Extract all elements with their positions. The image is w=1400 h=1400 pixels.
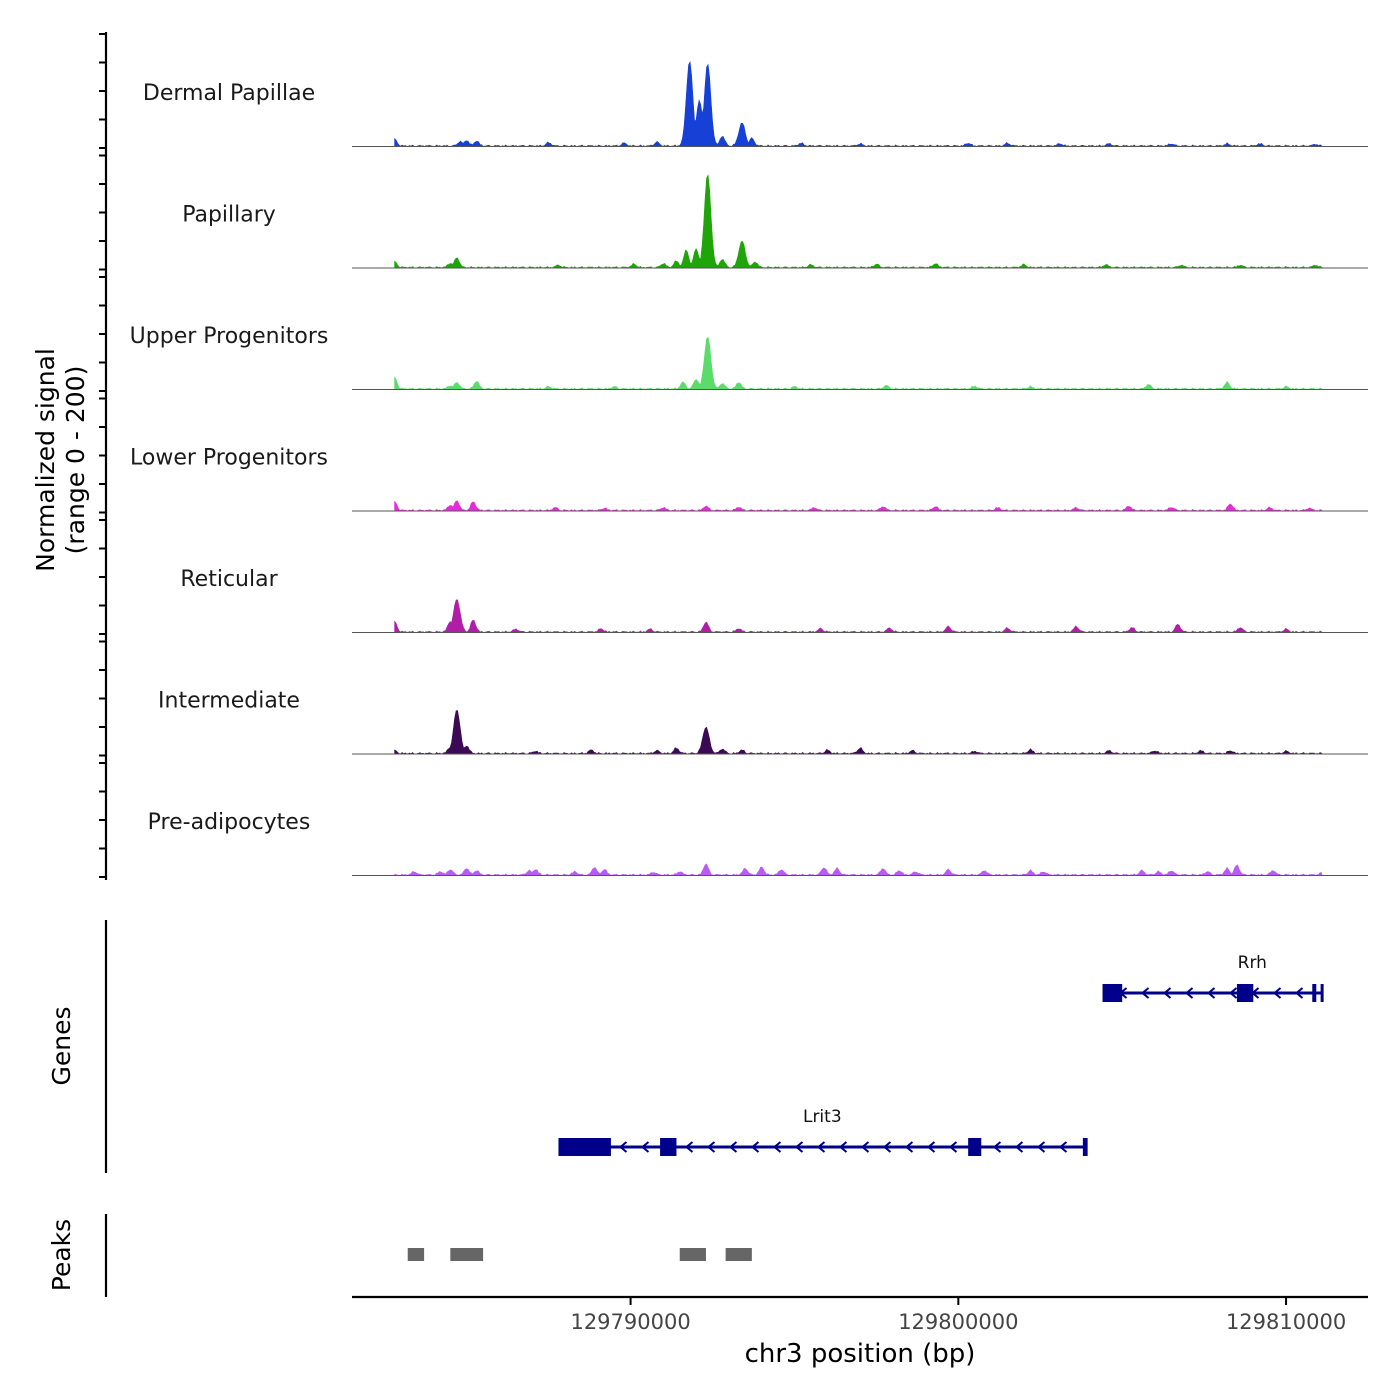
- strand-arrow: [1228, 987, 1238, 999]
- track-label: Reticular: [180, 567, 278, 592]
- strand-arrow: [1162, 987, 1172, 999]
- strand-arrow: [684, 1141, 694, 1153]
- strand-arrow: [904, 1141, 914, 1153]
- track-lower-progenitors: Lower Progenitors: [130, 446, 1368, 512]
- gene-exon: [1236, 984, 1254, 1002]
- peak-track: [407, 1248, 752, 1261]
- strand-arrow: [838, 1141, 848, 1153]
- track-label: Pre-adipocytes: [148, 810, 311, 835]
- signal-area: [394, 61, 1323, 147]
- strand-arrow: [706, 1141, 716, 1153]
- strand-arrow: [1206, 987, 1216, 999]
- signal-area: [394, 500, 1323, 512]
- track-label: Intermediate: [158, 689, 300, 714]
- track-reticular: Reticular: [180, 567, 1368, 633]
- strand-arrow: [1140, 987, 1150, 999]
- gene-label: Rrh: [1238, 953, 1267, 973]
- strand-arrow: [860, 1141, 870, 1153]
- strand-arrow: [1058, 1141, 1068, 1153]
- peak-region: [725, 1248, 752, 1261]
- peak-region: [450, 1248, 484, 1261]
- genes-axis-title: Genes: [47, 1006, 76, 1085]
- x-axis: 129790000 129800000 129810000: [352, 1295, 1368, 1334]
- strand-arrow: [728, 1141, 738, 1153]
- peaks-axis-title: Peaks: [47, 1219, 76, 1291]
- strand-arrow: [640, 1141, 650, 1153]
- x-tick-label: 129790000: [570, 1310, 690, 1334]
- gene-exon: [1312, 984, 1317, 1002]
- signal-area: [394, 174, 1323, 269]
- strand-arrow: [948, 1141, 958, 1153]
- x-tick-label: 129800000: [898, 1310, 1018, 1334]
- signal-area: [394, 599, 1323, 633]
- strand-arrow: [1272, 987, 1282, 999]
- strand-arrow: [992, 1141, 1002, 1153]
- gene-label: Lrit3: [803, 1107, 842, 1127]
- strand-arrow: [1036, 1141, 1046, 1153]
- track-upper-progenitors: Upper Progenitors: [130, 324, 1368, 390]
- gene-exon: [968, 1138, 982, 1156]
- x-tick-label: 129810000: [1226, 1310, 1346, 1334]
- track-dermal-papillae: Dermal Papillae: [143, 61, 1368, 147]
- track-papillary: Papillary: [182, 174, 1368, 269]
- gene-exon: [558, 1138, 611, 1156]
- peak-region: [679, 1248, 706, 1261]
- gene-track: Rrh Lrit3: [558, 953, 1324, 1156]
- gene-lrit3: Lrit3: [558, 1107, 1088, 1156]
- gene-exon: [1082, 1138, 1087, 1156]
- y-axis-range: (range 0 - 200): [61, 366, 90, 555]
- signal-y-axis: [99, 32, 108, 880]
- x-axis-title: chr3 position (bp): [745, 1339, 976, 1369]
- strand-arrow: [618, 1141, 628, 1153]
- signal-tracks: Dermal Papillae Papillary Upper Progenitor…: [130, 61, 1368, 876]
- track-label: Dermal Papillae: [143, 81, 315, 106]
- strand-arrow: [794, 1141, 804, 1153]
- signal-area: [394, 710, 1323, 755]
- strand-arrow: [772, 1141, 782, 1153]
- strand-arrow: [882, 1141, 892, 1153]
- gene-exon: [1102, 984, 1123, 1002]
- track-pre-adipocytes: Pre-adipocytes: [148, 810, 1368, 876]
- gene-rrh: Rrh: [1102, 953, 1324, 1002]
- track-label: Upper Progenitors: [130, 324, 329, 349]
- signal-area: [394, 863, 1323, 876]
- strand-arrow: [1184, 987, 1194, 999]
- peak-region: [407, 1248, 425, 1261]
- signal-area: [394, 336, 1323, 390]
- gene-exon: [660, 1138, 677, 1156]
- strand-arrow: [926, 1141, 936, 1153]
- strand-arrow: [750, 1141, 760, 1153]
- track-label: Papillary: [182, 203, 276, 228]
- track-intermediate: Intermediate: [158, 689, 1368, 755]
- y-axis-title: Normalized signal: [31, 348, 60, 572]
- strand-arrow: [1014, 1141, 1024, 1153]
- strand-arrow: [816, 1141, 826, 1153]
- strand-arrow: [1294, 987, 1304, 999]
- track-label: Lower Progenitors: [130, 446, 328, 471]
